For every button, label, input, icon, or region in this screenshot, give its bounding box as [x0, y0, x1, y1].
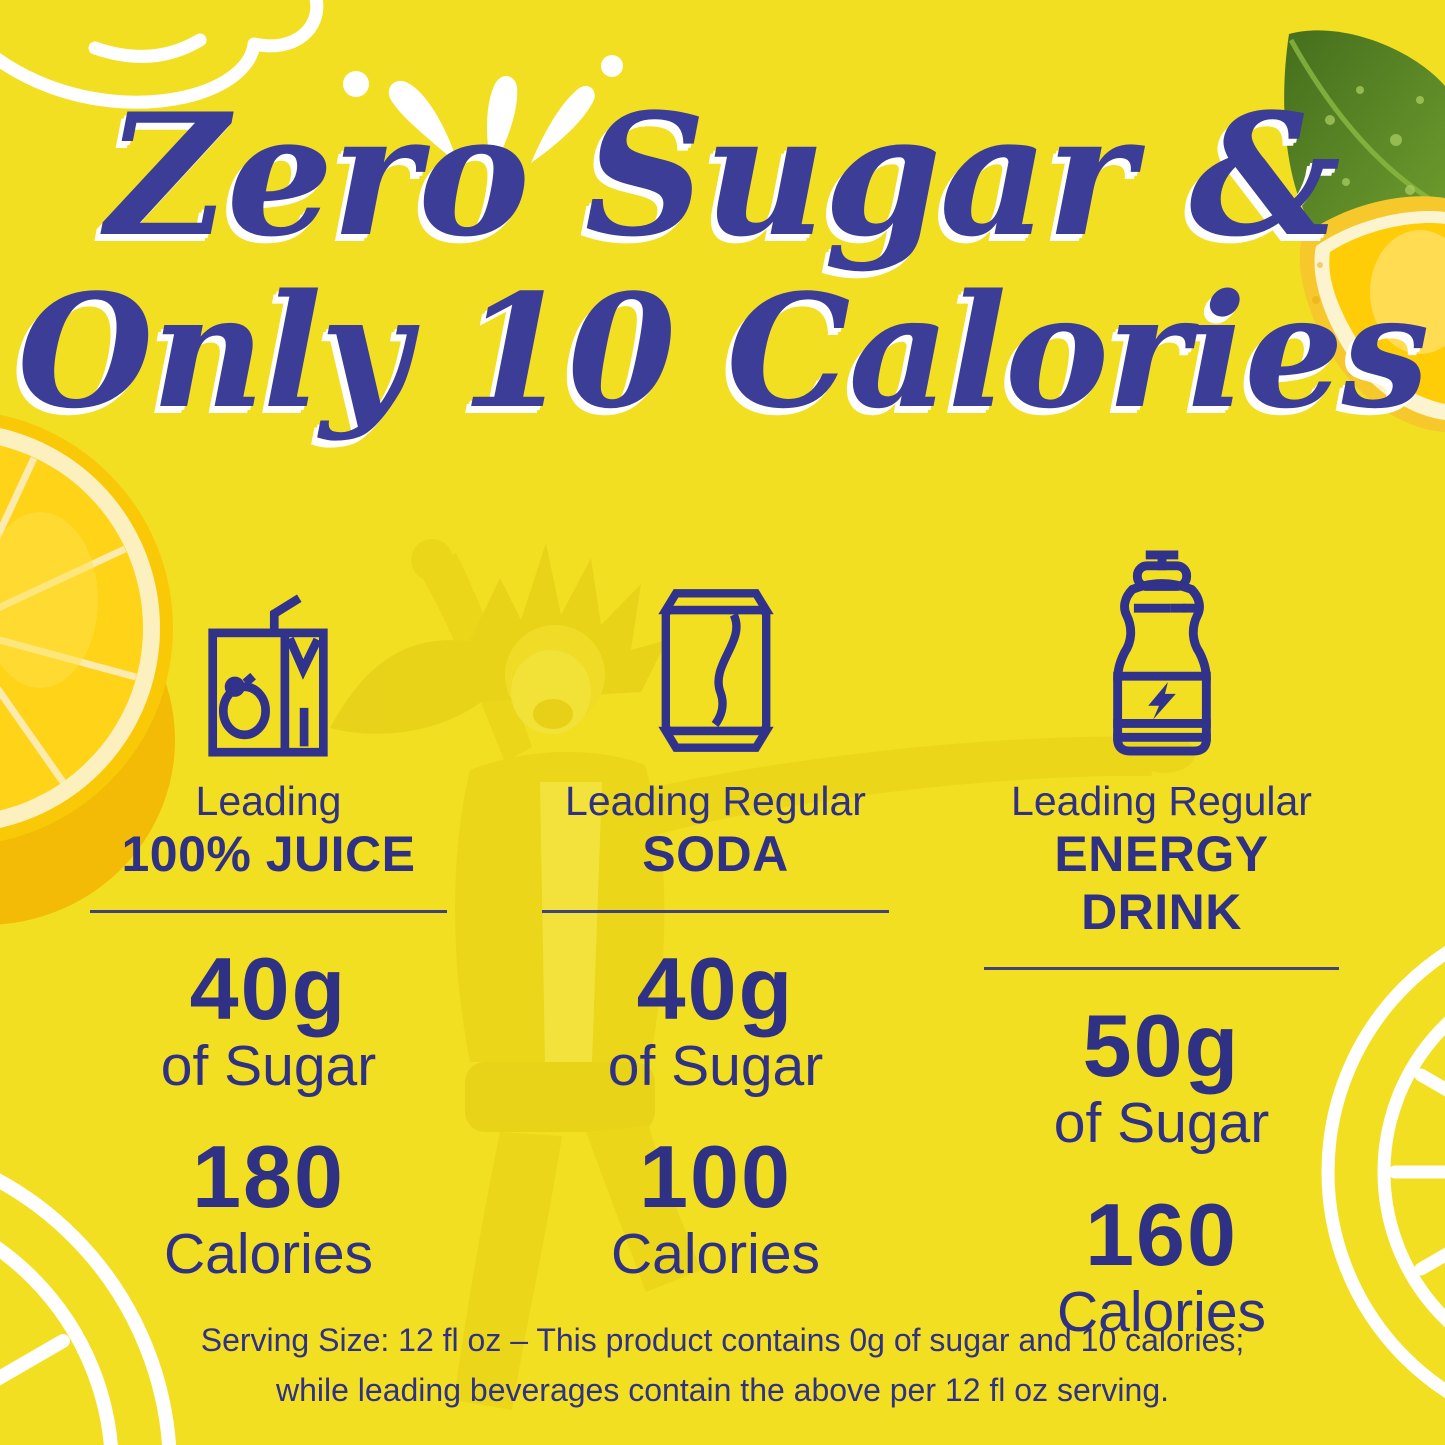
headline-line-1: Zero Sugar &	[105, 76, 1341, 274]
lightning-bolt-icon	[1147, 682, 1176, 720]
divider-line	[984, 967, 1339, 971]
soda-can-icon	[542, 545, 889, 757]
divider-line	[90, 909, 447, 913]
column-label-qualifier: Leading Regular	[565, 778, 866, 824]
sugar-unit: of Sugar	[1053, 1091, 1270, 1156]
lemon-outline-top-left	[0, 0, 324, 109]
sugar-unit: of Sugar	[607, 1033, 824, 1098]
column-label-qualifier: Leading Regular	[1011, 778, 1312, 824]
lemon-wheel-outline-bottom-left	[0, 1173, 177, 1445]
serving-size-disclaimer: Serving Size: 12 fl oz – This product co…	[0, 1316, 1445, 1415]
calories-unit: Calories	[163, 1222, 374, 1287]
juice-carton-icon	[90, 545, 447, 757]
comparison-grid: Leading 100% JUICE 40g of Sugar 180 Calo…	[90, 545, 1339, 1344]
headline-line-2: Only 10 Calories	[17, 259, 1429, 443]
splash-decoration	[343, 55, 623, 170]
column-label-product: ENERGY DRINK	[1054, 826, 1269, 940]
disclaimer-line-1: Serving Size: 12 fl oz – This product co…	[200, 1322, 1245, 1358]
calories-unit: Calories	[610, 1222, 821, 1287]
calories-value: 180	[192, 1127, 345, 1227]
lemon-wheel-outline-bottom-right	[1321, 946, 1445, 1398]
calories-value: 160	[1085, 1184, 1238, 1284]
sugar-value: 40g	[636, 938, 795, 1038]
lemon-wedge-photo	[1284, 30, 1445, 432]
column-juice: Leading 100% JUICE 40g of Sugar 180 Calo…	[90, 545, 447, 1344]
divider-line	[542, 909, 889, 913]
column-soda: Leading Regular SODA 40g of Sugar 100 Ca…	[542, 545, 889, 1344]
headline: Zero Sugar & Only 10 Calories	[0, 88, 1445, 434]
sports-bottle-icon	[984, 545, 1339, 757]
faded-photo-woman	[330, 539, 1195, 1410]
sugar-unit: of Sugar	[160, 1033, 377, 1098]
disclaimer-line-2: while leading beverages contain the abov…	[275, 1371, 1169, 1408]
leaf	[1284, 30, 1445, 246]
column-label-qualifier: Leading	[195, 778, 342, 824]
sugar-value: 40g	[189, 938, 348, 1038]
sugar-value: 50g	[1082, 996, 1241, 1096]
column-energy-drink: Leading Regular ENERGY DRINK 50g of Suga…	[984, 545, 1339, 1344]
calories-unit: Calories	[1056, 1279, 1267, 1344]
column-label-product: 100% JUICE	[121, 826, 416, 883]
lemon-half-photo	[0, 414, 175, 925]
calories-value: 100	[639, 1127, 792, 1227]
column-label-product: SODA	[642, 826, 789, 883]
